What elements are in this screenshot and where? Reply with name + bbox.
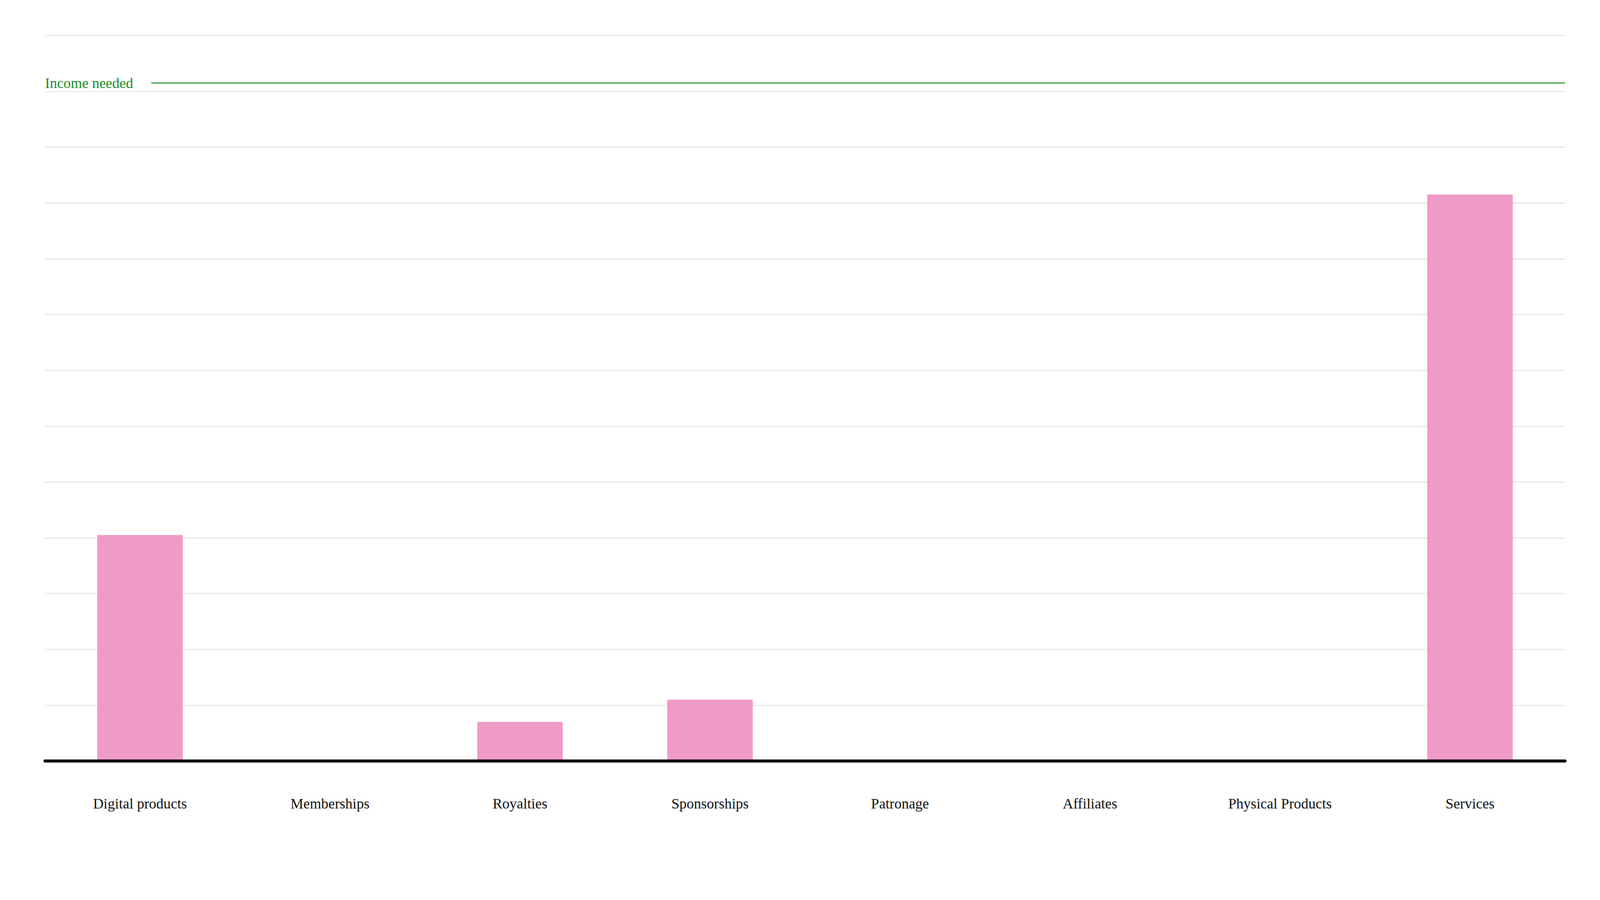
svg-text:Affiliates: Affiliates xyxy=(1063,795,1118,812)
svg-text:Memberships: Memberships xyxy=(290,795,370,812)
svg-text:Income needed: Income needed xyxy=(45,75,134,91)
svg-text:Sponsorships: Sponsorships xyxy=(671,795,749,812)
svg-text:Digital products: Digital products xyxy=(93,795,187,812)
svg-text:Physical Products: Physical Products xyxy=(1228,795,1332,812)
svg-text:Royalties: Royalties xyxy=(492,795,548,812)
svg-text:Services: Services xyxy=(1445,795,1495,812)
svg-text:Patronage: Patronage xyxy=(871,795,929,812)
